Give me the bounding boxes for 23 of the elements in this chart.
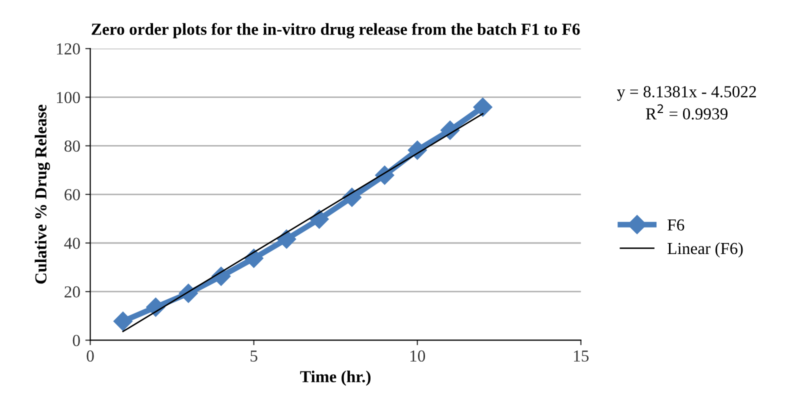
x-tick-label: 10 xyxy=(410,350,426,362)
point xyxy=(276,230,296,249)
point xyxy=(244,248,264,268)
y-tick-label: 100 xyxy=(57,92,80,104)
y-axis-title: Culative % Drug Release xyxy=(34,104,50,284)
x-tick-label: 15 xyxy=(574,350,589,362)
legend-label: Linear (F6) xyxy=(668,242,743,258)
point xyxy=(310,210,329,229)
text: R$^{2}$ = 0.9939 xyxy=(646,104,728,120)
x-tick-label: 5 xyxy=(250,350,258,362)
y-tick-label: 0 xyxy=(72,334,80,346)
y-tick-label: 40 xyxy=(64,238,80,249)
legend-label: F6 xyxy=(668,219,684,231)
text: y = 8.1381x - 4.5022 xyxy=(617,86,756,101)
point xyxy=(113,312,133,331)
x-tick-label: 0 xyxy=(86,350,94,362)
y-tick-label: 60 xyxy=(64,189,80,200)
point xyxy=(473,98,492,117)
y-tick-label: 80 xyxy=(64,140,80,152)
y-tick-label: 120 xyxy=(57,43,80,55)
chart-title: Zero order plots for the in-vitro drug release from the batch F1 to F6 xyxy=(92,22,580,38)
x-axis-title: Time (hr.) xyxy=(300,370,371,386)
y-tick-label: 20 xyxy=(64,286,80,298)
